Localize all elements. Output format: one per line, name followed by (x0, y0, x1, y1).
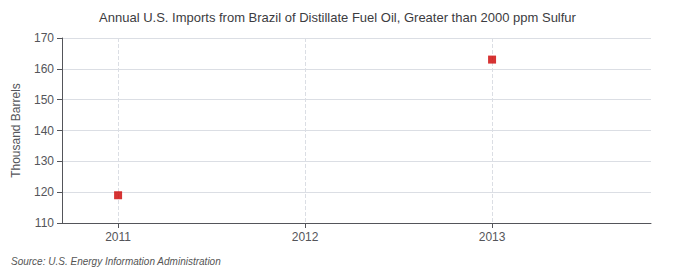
svg-text:140: 140 (34, 124, 54, 138)
svg-text:130: 130 (34, 154, 54, 168)
svg-text:Thousand Barrels: Thousand Barrels (9, 83, 23, 178)
svg-text:2013: 2013 (479, 230, 506, 244)
svg-text:160: 160 (34, 62, 54, 76)
svg-text:150: 150 (34, 93, 54, 107)
svg-text:Annual U.S. Imports from Brazi: Annual U.S. Imports from Brazil of Disti… (99, 10, 577, 25)
svg-text:2011: 2011 (105, 230, 131, 244)
svg-text:170: 170 (34, 31, 54, 45)
svg-text:2012: 2012 (292, 230, 319, 244)
svg-text:120: 120 (34, 185, 54, 199)
svg-text:110: 110 (35, 216, 54, 230)
svg-text:Source: U.S. Energy Informatio: Source: U.S. Energy Information Administ… (11, 256, 221, 267)
